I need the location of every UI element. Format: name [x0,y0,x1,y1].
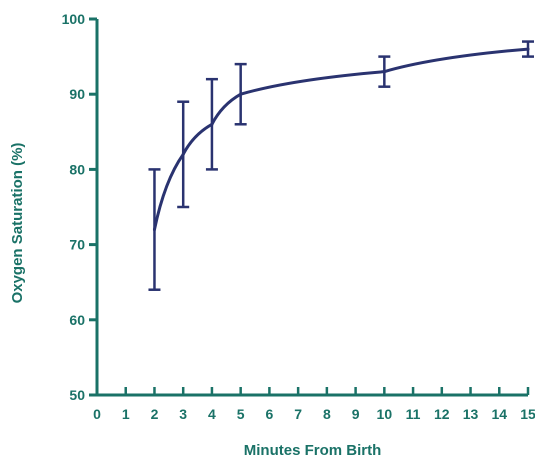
y-tick-label: 80 [69,161,85,177]
x-tick-label: 13 [463,406,479,422]
y-axis: 50 60 70 80 90 100 [62,11,99,403]
y-tick-label: 50 [69,387,85,403]
x-tick-label: 9 [352,406,360,422]
x-tick-label: 5 [237,406,245,422]
x-tick-label: 8 [323,406,331,422]
data-point [239,92,243,96]
x-tick-label: 6 [266,406,274,422]
data-series [148,40,534,291]
x-tick-label: 14 [491,406,507,422]
y-axis-title: Oxygen Saturation (%) [9,143,26,304]
x-tick-label: 10 [377,406,393,422]
x-tick-label: 4 [208,406,216,422]
data-point [152,228,156,232]
x-tick-label: 7 [294,406,302,422]
x-tick-label: 11 [406,406,421,422]
series-line [152,47,530,232]
data-point [181,152,185,156]
y-tick-label: 60 [69,312,85,328]
x-tick-label: 1 [122,406,130,422]
x-tick-label: 15 [520,406,535,422]
y-tick-label: 90 [69,86,85,102]
data-point [526,47,530,51]
x-tick-label: 2 [151,406,159,422]
x-tick-label: 3 [179,406,187,422]
x-tick-label: 12 [434,406,450,422]
y-tick-label: 70 [69,237,85,253]
data-point [382,70,386,74]
x-axis-title: Minutes From Birth [244,442,382,459]
x-axis: 0 1 2 3 4 5 6 7 8 9 10 11 12 13 14 15 [93,387,535,422]
data-point [210,122,214,126]
y-tick-label: 100 [62,11,86,27]
x-tick-label: 0 [93,406,101,422]
